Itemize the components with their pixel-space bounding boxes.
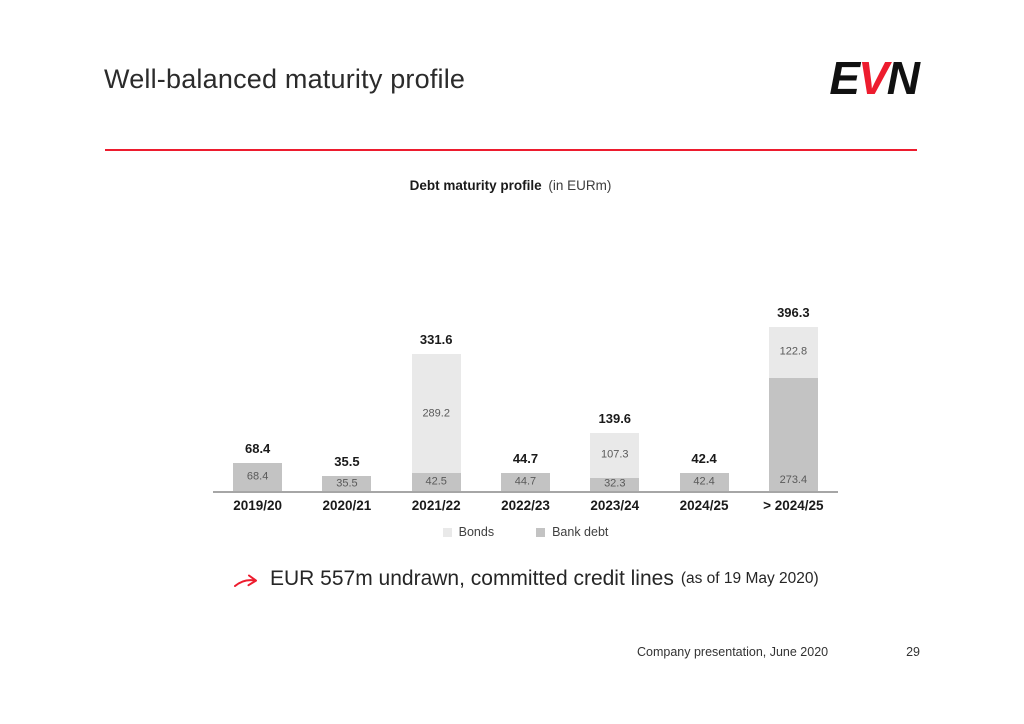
bar-stack: 122.8 273.4	[768, 327, 818, 491]
bar-stack: 289.2 42.5	[411, 353, 461, 491]
legend-swatch-bank-debt	[536, 527, 546, 537]
bar-segment-bank-debt: 42.5	[411, 473, 461, 491]
x-axis-line	[213, 491, 838, 493]
segment-value-label: 32.3	[604, 477, 626, 490]
logo-letter: V	[858, 52, 889, 104]
chart-plot-area: 68.4 68.4 2019/20 35.5 35.5 2020/21 331.6 289.2…	[213, 199, 838, 513]
category-label: > 2024/25	[763, 498, 824, 513]
bar-segment-bank-debt: 32.3	[590, 477, 640, 491]
category-label: 2021/22	[411, 498, 461, 513]
segment-value-label: 44.7	[514, 475, 537, 488]
key-message-bullet: EUR 557m undrawn, committed credit lines…	[233, 567, 819, 591]
bar-column: 42.4 42.4 2024/25	[659, 199, 748, 513]
bar-column: 35.5 35.5 2020/21	[302, 199, 391, 513]
segment-value-label: 68.4	[246, 470, 269, 483]
logo-letter: N	[886, 52, 920, 104]
bar-stack: 68.4	[233, 462, 283, 491]
total-value-label: 396.3	[777, 305, 810, 321]
bar-segment-bank-debt: 44.7	[500, 472, 550, 491]
segment-value-label: 289.2	[422, 407, 450, 420]
category-label: 2024/25	[679, 498, 729, 513]
legend-item: Bonds	[442, 525, 495, 539]
legend-swatch-bonds	[442, 527, 452, 537]
bar-segment-bank-debt: 68.4	[233, 462, 283, 491]
bar-column: 331.6 289.2 42.5 2021/22	[392, 199, 481, 513]
category-label: 2019/20	[233, 498, 283, 513]
bar-column: 139.6 107.3 32.3 2023/24	[570, 199, 659, 513]
logo-letter: E	[829, 52, 860, 104]
chart-title: Debt maturity profile (in EURm)	[198, 178, 823, 193]
legend-label: Bank debt	[552, 525, 609, 539]
bar-segment-bonds: 122.8	[768, 327, 818, 378]
total-value-label: 139.6	[598, 411, 632, 427]
segment-value-label: 107.3	[601, 448, 629, 461]
bar-segment-bank-debt: 42.4	[679, 473, 729, 491]
title-divider-line	[105, 149, 917, 151]
chart-unit-label: (in EURm)	[548, 178, 612, 193]
bar-stack: 35.5	[322, 476, 372, 491]
bar-column: 396.3 122.8 273.4 > 2024/25	[749, 199, 838, 513]
bullet-suffix-text: (as of 19 May 2020)	[680, 570, 819, 587]
page-title: Well-balanced maturity profile	[104, 64, 466, 94]
category-label: 2022/23	[501, 498, 550, 513]
total-value-label: 35.5	[334, 454, 360, 470]
total-value-label: 331.6	[419, 331, 453, 347]
page-number: 29	[906, 645, 920, 659]
segment-value-label: 273.4	[779, 474, 808, 486]
segment-value-label: 122.8	[779, 345, 808, 358]
total-value-label: 42.4	[691, 451, 717, 467]
bar-column: 68.4 68.4 2019/20	[213, 199, 302, 513]
chart-legend: Bonds Bank debt	[213, 525, 838, 539]
total-value-label: 68.4	[244, 440, 271, 456]
segment-value-label: 35.5	[336, 477, 358, 490]
bar-stack: 42.4	[679, 473, 729, 491]
segment-value-label: 42.5	[425, 475, 447, 488]
footer-text: Company presentation, June 2020	[637, 645, 829, 659]
bar-segment-bank-debt: 273.4	[768, 377, 818, 491]
bar-segment-bonds: 107.3	[590, 433, 640, 478]
bullet-main-text: EUR 557m undrawn, committed credit lines	[270, 567, 674, 590]
legend-item: Bank debt	[536, 525, 608, 539]
bar-stack: 107.3 32.3	[590, 433, 640, 491]
chart-title-text: Debt maturity profile	[409, 178, 542, 193]
red-arrow-icon	[234, 574, 257, 587]
category-label: 2020/21	[322, 498, 372, 513]
evn-logo: EVN	[829, 52, 920, 104]
total-value-label: 44.7	[512, 450, 539, 466]
bar-segment-bank-debt: 35.5	[322, 476, 372, 491]
category-label: 2023/24	[590, 498, 640, 513]
bar-segment-bonds: 289.2	[411, 353, 461, 474]
legend-label: Bonds	[458, 525, 495, 539]
segment-value-label: 42.4	[693, 475, 715, 488]
bar-stack: 44.7	[500, 472, 550, 491]
bar-column: 44.7 44.7 2022/23	[481, 199, 570, 513]
